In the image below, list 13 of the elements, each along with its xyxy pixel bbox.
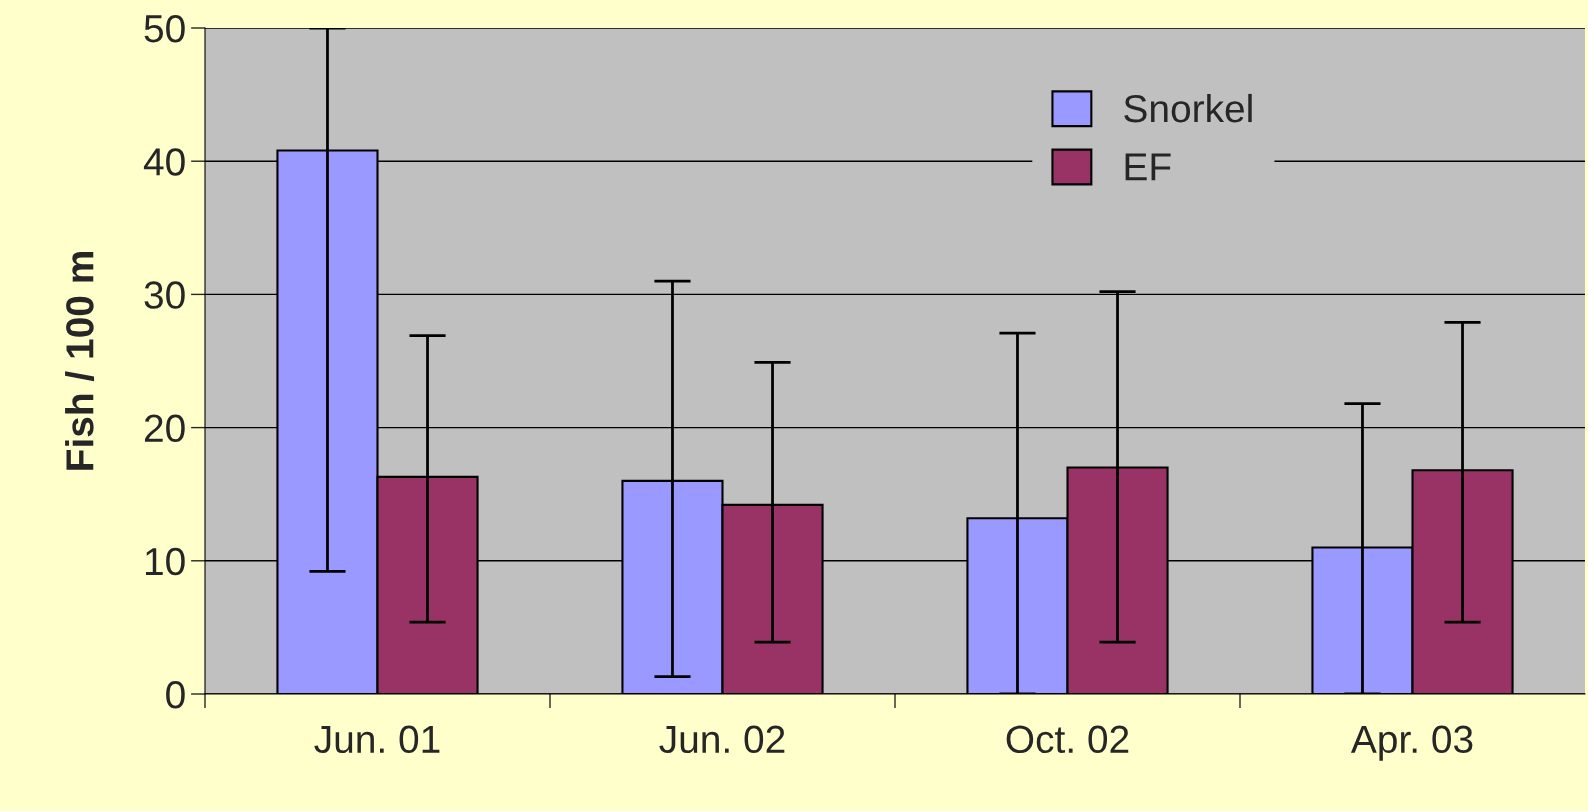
x-tick-label: Oct. 02 [1006,725,1129,754]
legend-label: Snorkel [1124,93,1252,123]
y-tick-label: 0 [166,680,185,709]
x-tick-label: Jun. 01 [314,725,440,754]
x-tick-label: Jun. 02 [659,725,785,754]
y-axis-title: Fish / 100 m [65,252,95,470]
y-tick-label: 20 [144,414,185,443]
legend-label: EF [1125,153,1171,181]
y-tick-label: 30 [144,281,185,309]
y-tick-label: 10 [145,547,185,576]
x-tick-label: Apr. 03 [1350,725,1473,761]
y-tick-label: 50 [144,14,185,43]
y-tick-label: 40 [143,148,185,176]
